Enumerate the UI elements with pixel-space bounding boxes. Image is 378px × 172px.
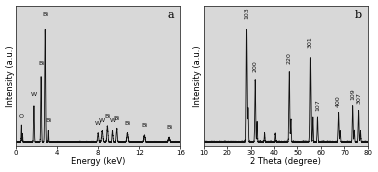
X-axis label: Energy (keV): Energy (keV): [71, 157, 125, 166]
Y-axis label: Intensity (a.u.): Intensity (a.u.): [193, 45, 202, 106]
Text: W: W: [31, 92, 37, 97]
Text: 103: 103: [244, 7, 249, 19]
Text: Bi: Bi: [141, 123, 147, 128]
Text: 400: 400: [336, 95, 341, 107]
Text: Bi: Bi: [42, 12, 48, 17]
Text: 220: 220: [287, 52, 292, 64]
Text: 307: 307: [356, 92, 361, 104]
Text: W: W: [95, 121, 101, 126]
Text: 301: 301: [308, 37, 313, 48]
Text: O: O: [19, 114, 24, 119]
Text: 107: 107: [315, 100, 320, 111]
Text: b: b: [354, 10, 361, 20]
Text: Bi: Bi: [45, 118, 51, 123]
Y-axis label: Intensity (a.u.): Intensity (a.u.): [6, 45, 15, 106]
Text: 109: 109: [350, 88, 355, 100]
Text: 200: 200: [253, 60, 258, 72]
Text: W: W: [99, 118, 105, 123]
Text: Bi: Bi: [166, 125, 172, 130]
Text: Bi: Bi: [114, 116, 119, 121]
Text: Bi: Bi: [104, 114, 110, 119]
X-axis label: 2 Theta (degree): 2 Theta (degree): [250, 157, 321, 166]
Text: Bi: Bi: [38, 61, 44, 66]
Text: Bi: Bi: [124, 121, 130, 126]
Text: a: a: [167, 10, 174, 20]
Text: W: W: [110, 118, 116, 123]
